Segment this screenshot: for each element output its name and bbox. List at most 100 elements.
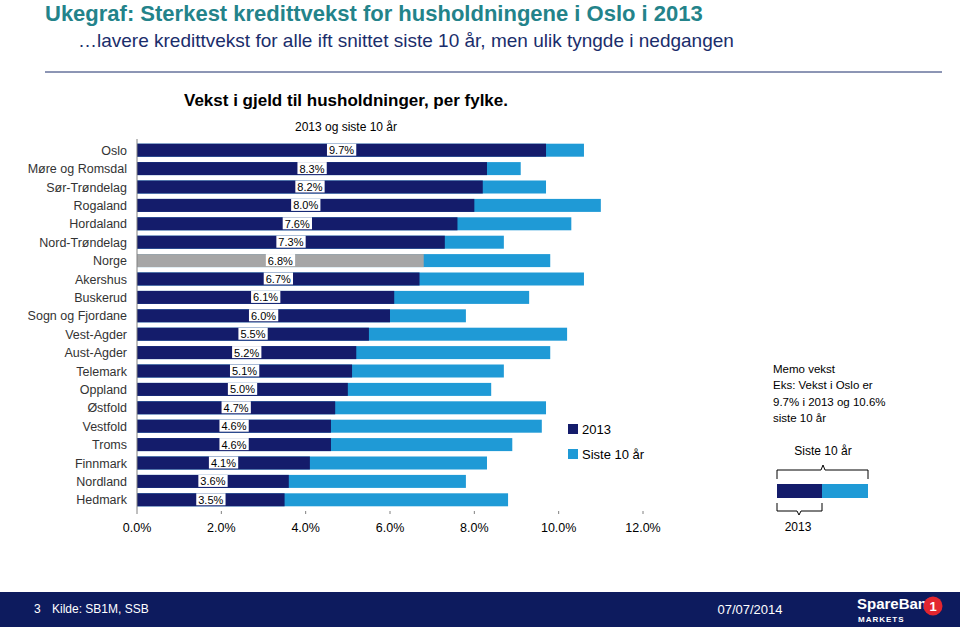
category-label: Oslo [101, 144, 127, 158]
memo-bracket [777, 465, 868, 479]
category-label: Vestfold [83, 420, 128, 434]
tick-label: 12.0% [625, 521, 660, 535]
tick-label: 10.0% [541, 521, 576, 535]
label-bg [297, 162, 326, 174]
bar [137, 291, 529, 304]
bar [137, 438, 512, 451]
title: Ukegraf: Sterkest kredittvekst for husho… [45, 1, 703, 26]
bar [137, 346, 550, 359]
bar [137, 181, 483, 194]
label-bg [219, 420, 248, 432]
label-bg [251, 291, 280, 303]
label-bg [209, 457, 238, 469]
legend-swatch [568, 424, 578, 434]
bar [137, 420, 542, 433]
bar [137, 254, 550, 267]
header-rule [45, 72, 942, 73]
label-bg [219, 438, 248, 450]
bar [137, 401, 546, 414]
label-bg [228, 383, 257, 395]
data-label: 7.3% [278, 236, 303, 248]
memo-bracket [777, 503, 822, 515]
data-label: 4.1% [211, 457, 236, 469]
category-label: Nord-Trøndelag [39, 236, 127, 250]
bar [137, 457, 487, 470]
category-label: Troms [92, 438, 127, 452]
category-label: Akershus [75, 273, 127, 287]
memo-heading: Memo vekst [773, 363, 836, 375]
bar [137, 420, 331, 433]
category-label: Norge [93, 254, 127, 268]
category-label: Sør-Trøndelag [46, 181, 127, 195]
data-label: 3.6% [200, 475, 225, 487]
label-bg [238, 328, 267, 340]
bars [137, 144, 601, 507]
label-bg [295, 181, 324, 193]
data-label: 5.1% [232, 365, 257, 377]
page: Ukegraf: Sterkest kredittvekst for husho… [0, 0, 960, 627]
category-label: Telemark [76, 365, 127, 379]
data-label: 7.6% [285, 218, 310, 230]
label-bg [196, 493, 225, 505]
data-label: 8.0% [293, 199, 318, 211]
data-label: 8.2% [297, 181, 322, 193]
bar [137, 291, 394, 304]
data-label: 3.5% [198, 494, 223, 506]
tick-mark [558, 511, 559, 514]
category-label: Hordaland [69, 217, 127, 231]
category-label: Oppland [80, 383, 127, 397]
label-bg [264, 273, 293, 285]
legend-label: Siste 10 år [582, 447, 645, 462]
bar [137, 383, 348, 396]
label-bg [266, 254, 295, 266]
category-label: Møre og Romsdal [28, 162, 127, 176]
bar [137, 181, 546, 194]
bar [137, 475, 466, 488]
data-label: 6.7% [266, 273, 291, 285]
data-label: 8.3% [299, 163, 324, 175]
bar [137, 144, 546, 157]
tick-label: 0.0% [123, 521, 152, 535]
data-label: 6.1% [253, 291, 278, 303]
memo-bar-light [822, 484, 868, 498]
data-label: 5.0% [230, 383, 255, 395]
data-label: 4.7% [224, 402, 249, 414]
logo-circle [924, 597, 943, 616]
label-bg [230, 365, 259, 377]
category-label: Østfold [87, 401, 127, 415]
legend-label: 2013 [582, 422, 611, 437]
bar [137, 365, 352, 378]
memo-bottom-label: 2013 [785, 520, 812, 534]
label-bg [249, 309, 278, 321]
label-bg [283, 217, 312, 229]
page-number: 3 [34, 602, 41, 616]
bar [137, 493, 508, 506]
category-label: Aust-Agder [64, 346, 127, 360]
memo-line: siste 10 år [773, 412, 826, 424]
tick-label: 8.0% [460, 521, 489, 535]
bar [137, 236, 504, 249]
bar [137, 457, 310, 470]
bar [137, 254, 424, 267]
category-label: Hedmark [76, 493, 127, 507]
label-bg [232, 346, 261, 358]
bar [137, 273, 420, 286]
category-label: Sogn og Fjordane [28, 309, 127, 323]
legend-swatch [568, 449, 578, 459]
bar [137, 328, 567, 341]
label-bg [276, 236, 305, 248]
y-axis [137, 139, 138, 511]
bar [137, 144, 584, 157]
bar [137, 328, 369, 341]
bar [137, 162, 487, 175]
label-bg [222, 401, 251, 413]
data-label: 9.7% [329, 144, 354, 156]
bar [137, 438, 331, 451]
data-label: 6.0% [251, 310, 276, 322]
bar [137, 217, 571, 230]
category-label: Nordland [76, 475, 127, 489]
bar [137, 236, 445, 249]
tick-mark [390, 511, 391, 514]
tick-mark [137, 511, 138, 514]
data-label: 6.8% [268, 255, 293, 267]
